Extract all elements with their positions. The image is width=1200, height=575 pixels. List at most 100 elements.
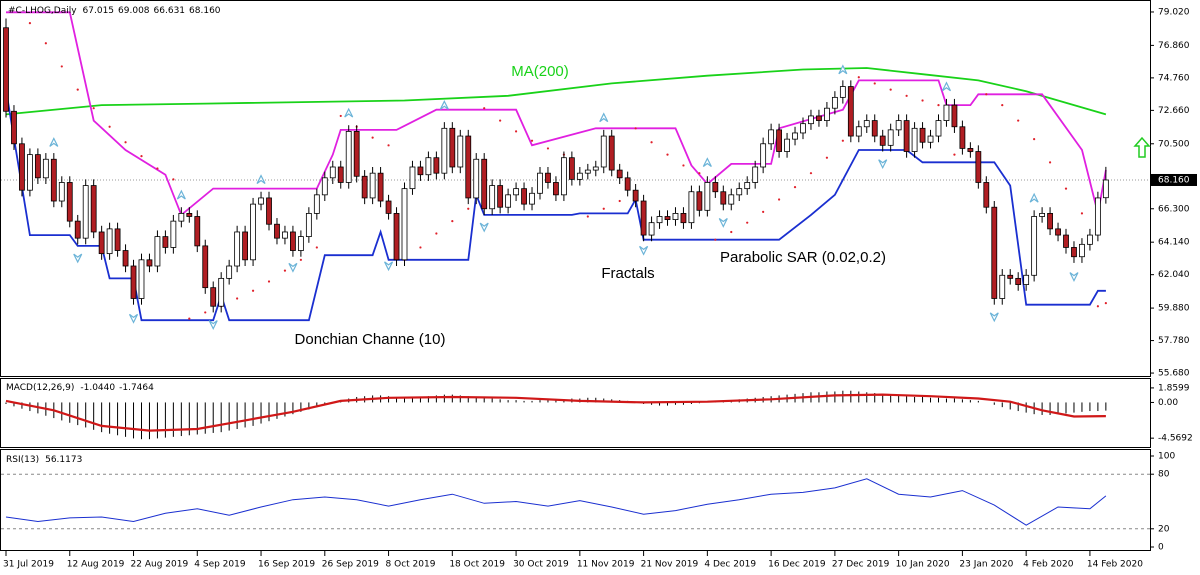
candle-body	[672, 213, 679, 220]
candle-body	[210, 287, 217, 307]
candle-body	[234, 231, 241, 267]
candle-body	[712, 182, 719, 193]
sar-dot	[60, 65, 63, 68]
header-value: 67.015	[83, 6, 115, 16]
candle-body	[919, 127, 926, 143]
candle-body	[967, 148, 974, 152]
candle-body	[935, 120, 942, 137]
candle-body	[545, 172, 551, 183]
x-tick-label: 16 Dec 2019	[768, 560, 826, 570]
header-value: -1.0440	[80, 383, 115, 393]
sar-dot	[315, 246, 318, 249]
candle-body	[305, 213, 312, 238]
candle-body	[82, 185, 89, 239]
sar-dot	[124, 141, 127, 144]
sar-dot	[762, 210, 765, 213]
fractal-arrow	[256, 174, 266, 185]
sar-dot	[387, 144, 390, 147]
y-tick-label: 62.040	[1158, 270, 1190, 280]
sar-dot	[76, 88, 79, 91]
y-tick-label: -4.5692	[1158, 434, 1193, 444]
x-tick-label: 18 Oct 2019	[449, 560, 505, 570]
fractal-arrow	[208, 320, 218, 330]
candle-body	[1087, 234, 1093, 245]
header-value: 56.1173	[45, 455, 82, 465]
candle-body	[903, 120, 910, 152]
sar-dot	[666, 153, 669, 156]
sar-dot	[1017, 119, 1020, 122]
x-tick-label: 11 Nov 2019	[577, 560, 635, 570]
candle-body	[784, 138, 790, 152]
x-tick-label: 21 Nov 2019	[641, 560, 699, 570]
y-tick-label: 79.020	[1158, 7, 1190, 17]
y-tick-label: 80	[1158, 470, 1170, 480]
fractal-arrow	[128, 313, 139, 324]
header-title: #C-LHOG,Daily	[8, 6, 77, 16]
candle-body	[768, 129, 775, 145]
sar-dot	[889, 88, 892, 91]
channel-lower	[5, 89, 1106, 322]
sar-dot	[586, 215, 589, 218]
sar-dot	[953, 153, 956, 156]
candle-body	[704, 182, 711, 211]
candle-body	[648, 222, 655, 236]
panel-header: MACD(12,26,9) -1.0440 -1.7464	[6, 383, 154, 393]
candle-body	[138, 259, 145, 299]
candle-body	[34, 154, 41, 179]
candle-body	[194, 216, 201, 247]
candle-body	[656, 216, 663, 224]
sar-dot	[156, 167, 159, 170]
sar-dot	[746, 221, 749, 224]
sar-dot	[841, 139, 844, 142]
sar-dot	[809, 172, 813, 175]
fractal-arrow	[384, 261, 394, 272]
candle-body	[258, 197, 264, 205]
candle-body	[385, 200, 392, 214]
sar-dot	[1104, 302, 1107, 305]
sar-dot	[937, 104, 940, 107]
fractal-arrow	[1069, 272, 1079, 282]
candle-body	[202, 245, 209, 289]
header-title: MACD(12,26,9)	[6, 383, 74, 393]
y-tick-label: 57.780	[1158, 336, 1190, 346]
moving-average-line	[5, 67, 1107, 116]
up-arrow-icon	[1133, 136, 1151, 158]
sar-dot	[634, 127, 637, 130]
candle-body	[999, 274, 1006, 299]
candle-body	[154, 236, 161, 267]
candle-body	[983, 182, 990, 208]
sar-dot	[650, 141, 653, 144]
candle-body	[879, 135, 886, 146]
candle-body	[592, 166, 599, 171]
candle-body	[146, 259, 153, 267]
candle-body	[218, 277, 225, 307]
candle-body	[521, 188, 527, 205]
candle-body	[393, 213, 400, 261]
candle-body	[1079, 243, 1085, 258]
annotation: Parabolic SAR (0.02,0.2)	[720, 249, 886, 266]
candle-body	[951, 104, 958, 128]
fractal-arrow	[599, 112, 609, 123]
y-tick-label: 66.300	[1158, 204, 1190, 214]
candle-body	[226, 265, 233, 279]
candle-body	[377, 172, 384, 202]
candle-body	[274, 223, 280, 239]
x-tick-label: 4 Sep 2019	[194, 560, 246, 570]
fractal-arrow	[878, 159, 888, 170]
x-tick-label: 30 Oct 2019	[513, 560, 569, 570]
x-tick-label: 4 Feb 2020	[1023, 560, 1074, 570]
candle-body	[114, 228, 121, 251]
candle-body	[297, 236, 304, 251]
fractal-arrow	[344, 107, 354, 118]
sar-dot	[530, 139, 534, 142]
candle-body	[337, 166, 344, 183]
fractal-arrow	[176, 189, 186, 200]
last-price-box	[1151, 173, 1197, 186]
candle-body	[792, 132, 798, 140]
annotation: Donchian Channe (10)	[295, 331, 446, 348]
sar-dot	[873, 82, 876, 85]
fractal-arrow	[718, 218, 728, 228]
candle-body	[696, 191, 703, 211]
